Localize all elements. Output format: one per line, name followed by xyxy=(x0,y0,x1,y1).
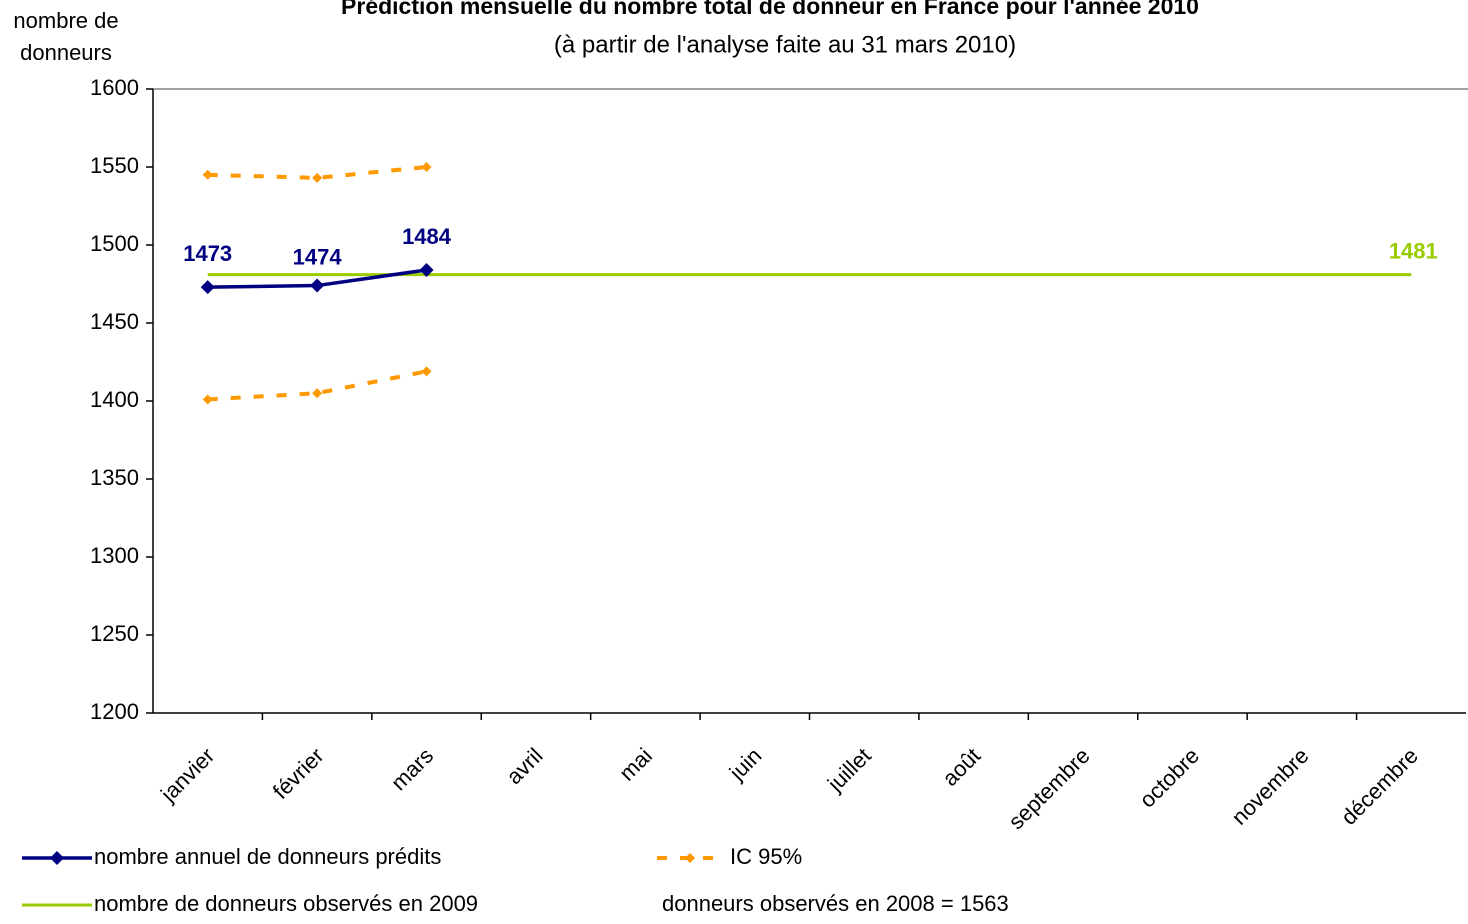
x-tick-label: novembre xyxy=(1227,743,1314,830)
data-label: 1473 xyxy=(183,241,232,266)
legend-label: nombre annuel de donneurs prédits xyxy=(94,844,441,869)
y-tick-label: 1450 xyxy=(90,309,139,334)
note: donneurs observés en 2008 = 1563 xyxy=(662,891,1009,916)
x-tick-label: février xyxy=(268,743,329,804)
legend-label: nombre de donneurs observés en 2009 xyxy=(94,891,478,916)
legend-swatch xyxy=(50,851,64,865)
x-tick-label: septembre xyxy=(1004,743,1095,834)
predicted-marker xyxy=(419,262,434,277)
data-label: 1484 xyxy=(402,224,452,249)
ci-marker xyxy=(202,169,213,180)
legend-label: IC 95% xyxy=(730,844,802,869)
x-tick-label: juin xyxy=(724,743,767,786)
data-label: 1481 xyxy=(1389,238,1438,263)
ci-marker xyxy=(312,172,323,183)
x-tick-label: janvier xyxy=(155,743,219,807)
x-tick-label: juillet xyxy=(822,743,876,797)
x-tick-label: mars xyxy=(386,743,438,795)
y-tick-label: 1300 xyxy=(90,543,139,568)
x-tick-label: décembre xyxy=(1336,743,1423,830)
y-tick-label: 1500 xyxy=(90,231,139,256)
ci-marker xyxy=(421,366,432,377)
x-tick-label: mai xyxy=(614,743,657,786)
y-tick-label: 1350 xyxy=(90,465,139,490)
ci-marker xyxy=(421,162,432,172)
x-tick-label: avril xyxy=(501,743,547,789)
x-tick-label: octobre xyxy=(1135,743,1205,813)
ci-marker xyxy=(312,388,323,399)
y-tick-label: 1250 xyxy=(90,621,139,646)
x-tick-label: août xyxy=(937,743,985,791)
y-axis-label: nombre de xyxy=(13,8,118,33)
predicted-marker xyxy=(310,278,325,293)
y-tick-label: 1600 xyxy=(90,75,139,100)
data-label: 1474 xyxy=(293,244,343,269)
y-tick-label: 1400 xyxy=(90,387,139,412)
y-tick-label: 1200 xyxy=(90,699,139,724)
y-axis-label: donneurs xyxy=(20,40,112,65)
legend-swatch xyxy=(685,853,695,863)
y-tick-label: 1550 xyxy=(90,153,139,178)
chart-subtitle: (à partir de l'analyse faite au 31 mars … xyxy=(554,31,1016,58)
ci-marker xyxy=(202,394,213,405)
predicted-marker xyxy=(200,280,215,295)
chart-title: Prédiction mensuelle du nombre total de … xyxy=(341,0,1199,19)
